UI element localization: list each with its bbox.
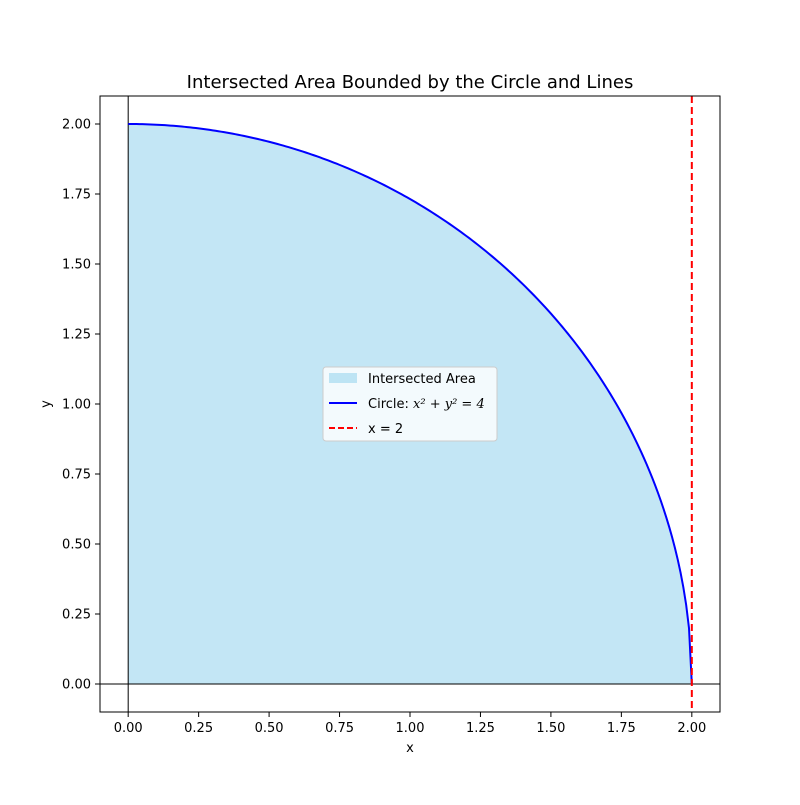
y-tick-label: 0.50 — [62, 538, 91, 553]
x-axis-label: x — [406, 741, 414, 756]
y-tick-label: 0.00 — [62, 678, 91, 693]
x-tick-label: 0.50 — [255, 721, 284, 736]
x-tick-label: 0.75 — [325, 721, 354, 736]
legend-box — [322, 366, 498, 442]
x-tick-label: 1.50 — [536, 721, 565, 736]
legend-circle-prefix: Circle: — [368, 397, 413, 412]
y-tick-label: 1.00 — [62, 398, 91, 413]
legend: Intersected Area Circle: x² + y² = 4 x =… — [322, 366, 498, 442]
x-tick-label: 1.00 — [396, 721, 425, 736]
x-tick-label: 1.75 — [607, 721, 636, 736]
x-tick-label: 1.25 — [466, 721, 495, 736]
y-tick-label: 1.25 — [62, 328, 91, 343]
chart-title: Intersected Area Bounded by the Circle a… — [187, 72, 634, 93]
y-tick-label: 0.75 — [62, 468, 91, 483]
legend-fill-label: Intersected Area — [368, 372, 476, 387]
legend-circle-equation: x² + y² = 4 — [413, 397, 485, 412]
x-tick-label: 0.00 — [114, 721, 143, 736]
y-tick-label: 1.75 — [62, 188, 91, 203]
y-tick-label: 0.25 — [62, 608, 91, 623]
legend-circle-label: Circle: x² + y² = 4 — [368, 397, 485, 412]
y-tick-label: 1.50 — [62, 258, 91, 273]
y-tick-label: 2.00 — [62, 118, 91, 133]
circle-arc-line — [128, 123, 693, 685]
legend-vline-label: x = 2 — [368, 422, 403, 437]
legend-fill-swatch — [329, 373, 357, 383]
y-axis-label: y — [39, 400, 54, 408]
x-axis-ticks: 0.00 0.25 0.50 0.75 1.00 1.25 1.50 1.75 2.00 — [114, 712, 706, 736]
x-tick-label: 0.25 — [184, 721, 213, 736]
x-tick-label: 2.00 — [677, 721, 706, 736]
y-axis-ticks: 0.00 0.25 0.50 0.75 1.00 1.25 1.50 1.75 2.00 — [62, 118, 100, 693]
